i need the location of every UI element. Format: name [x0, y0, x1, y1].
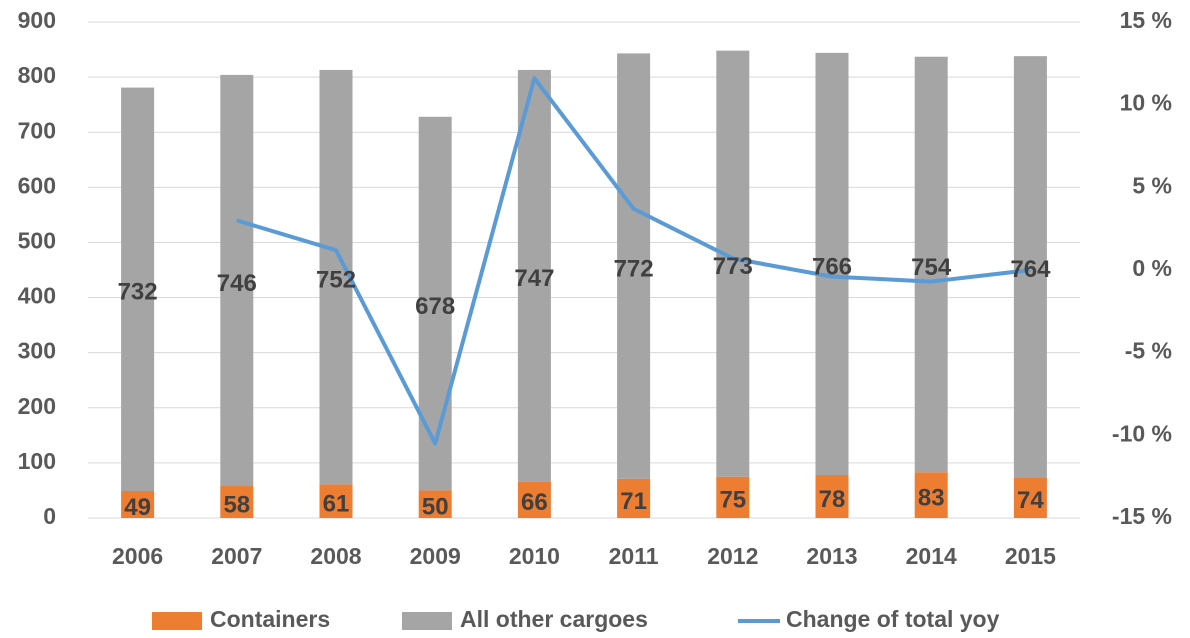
x-tick-label: 2014 [906, 543, 957, 569]
bar [617, 53, 651, 479]
bar [418, 490, 452, 518]
y2-tick-label: 0 % [1132, 255, 1172, 281]
data-label: 50 [422, 494, 449, 521]
bar [914, 472, 948, 518]
data-label: 773 [713, 253, 753, 280]
data-label: 764 [1010, 256, 1051, 283]
data-label: 83 [918, 484, 945, 511]
data-label: 58 [223, 491, 250, 518]
bar [517, 481, 551, 518]
bar [319, 484, 353, 518]
y-tick-label: 600 [18, 172, 56, 198]
legend-label: All other cargoes [460, 606, 648, 632]
y2-tick-label: 5 % [1132, 172, 1172, 198]
y2-tick-label: -5 % [1125, 338, 1172, 364]
bar [121, 490, 155, 518]
bar [914, 56, 948, 473]
data-label: 732 [118, 279, 158, 306]
legend-label: Containers [210, 606, 330, 632]
data-label: 747 [514, 265, 554, 292]
bar [716, 476, 750, 518]
bar [517, 69, 551, 482]
x-tick-label: 2011 [609, 543, 659, 569]
data-label: 71 [620, 488, 647, 515]
data-label: 766 [812, 253, 852, 280]
bar [121, 87, 155, 491]
y-tick-label: 400 [18, 283, 56, 309]
data-label: 772 [614, 255, 654, 282]
x-tick-label: 2006 [112, 543, 163, 569]
line [236, 76, 1031, 446]
bar [220, 486, 254, 518]
y-tick-label: 800 [18, 62, 56, 88]
y-tick-label: 0 [43, 503, 56, 529]
data-label: 49 [124, 494, 151, 521]
bar [418, 116, 452, 491]
legend-swatch [152, 612, 202, 630]
data-label: 66 [521, 489, 548, 516]
legend-swatch [402, 612, 452, 630]
data-label: 75 [719, 487, 746, 514]
data-label: 678 [415, 293, 455, 320]
bar [716, 50, 750, 477]
data-label: 61 [323, 491, 350, 518]
bar [617, 478, 651, 518]
y2-tick-label: 15 % [1120, 7, 1172, 33]
bar [1013, 477, 1047, 518]
y2-tick-label: -10 % [1112, 420, 1172, 446]
y-tick-label: 900 [18, 7, 56, 33]
y-tick-label: 700 [18, 117, 56, 143]
data-label: 74 [1017, 487, 1044, 514]
y-tick-label: 200 [18, 393, 56, 419]
y2-tick-label: -15 % [1112, 503, 1172, 529]
y2-tick-label: 10 % [1120, 90, 1172, 116]
x-tick-label: 2007 [211, 543, 262, 569]
data-label: 746 [217, 270, 257, 297]
data-label: 78 [819, 486, 846, 513]
x-tick-label: 2012 [707, 543, 758, 569]
data-label: 754 [911, 254, 952, 281]
y-tick-label: 300 [18, 338, 56, 364]
data-label: 752 [316, 267, 356, 294]
bar [815, 475, 849, 518]
bar [1013, 56, 1047, 478]
x-tick-label: 2015 [1005, 543, 1056, 569]
x-tick-label: 2008 [310, 543, 361, 569]
legend-label: Change of total yoy [786, 606, 1000, 632]
x-tick-label: 2010 [509, 543, 560, 569]
bar [319, 69, 353, 485]
bar [220, 74, 254, 487]
x-tick-label: 2009 [410, 543, 461, 569]
y-tick-label: 500 [18, 228, 56, 254]
y-tick-label: 100 [18, 448, 56, 474]
bar [815, 52, 849, 476]
x-tick-label: 2013 [806, 543, 857, 569]
